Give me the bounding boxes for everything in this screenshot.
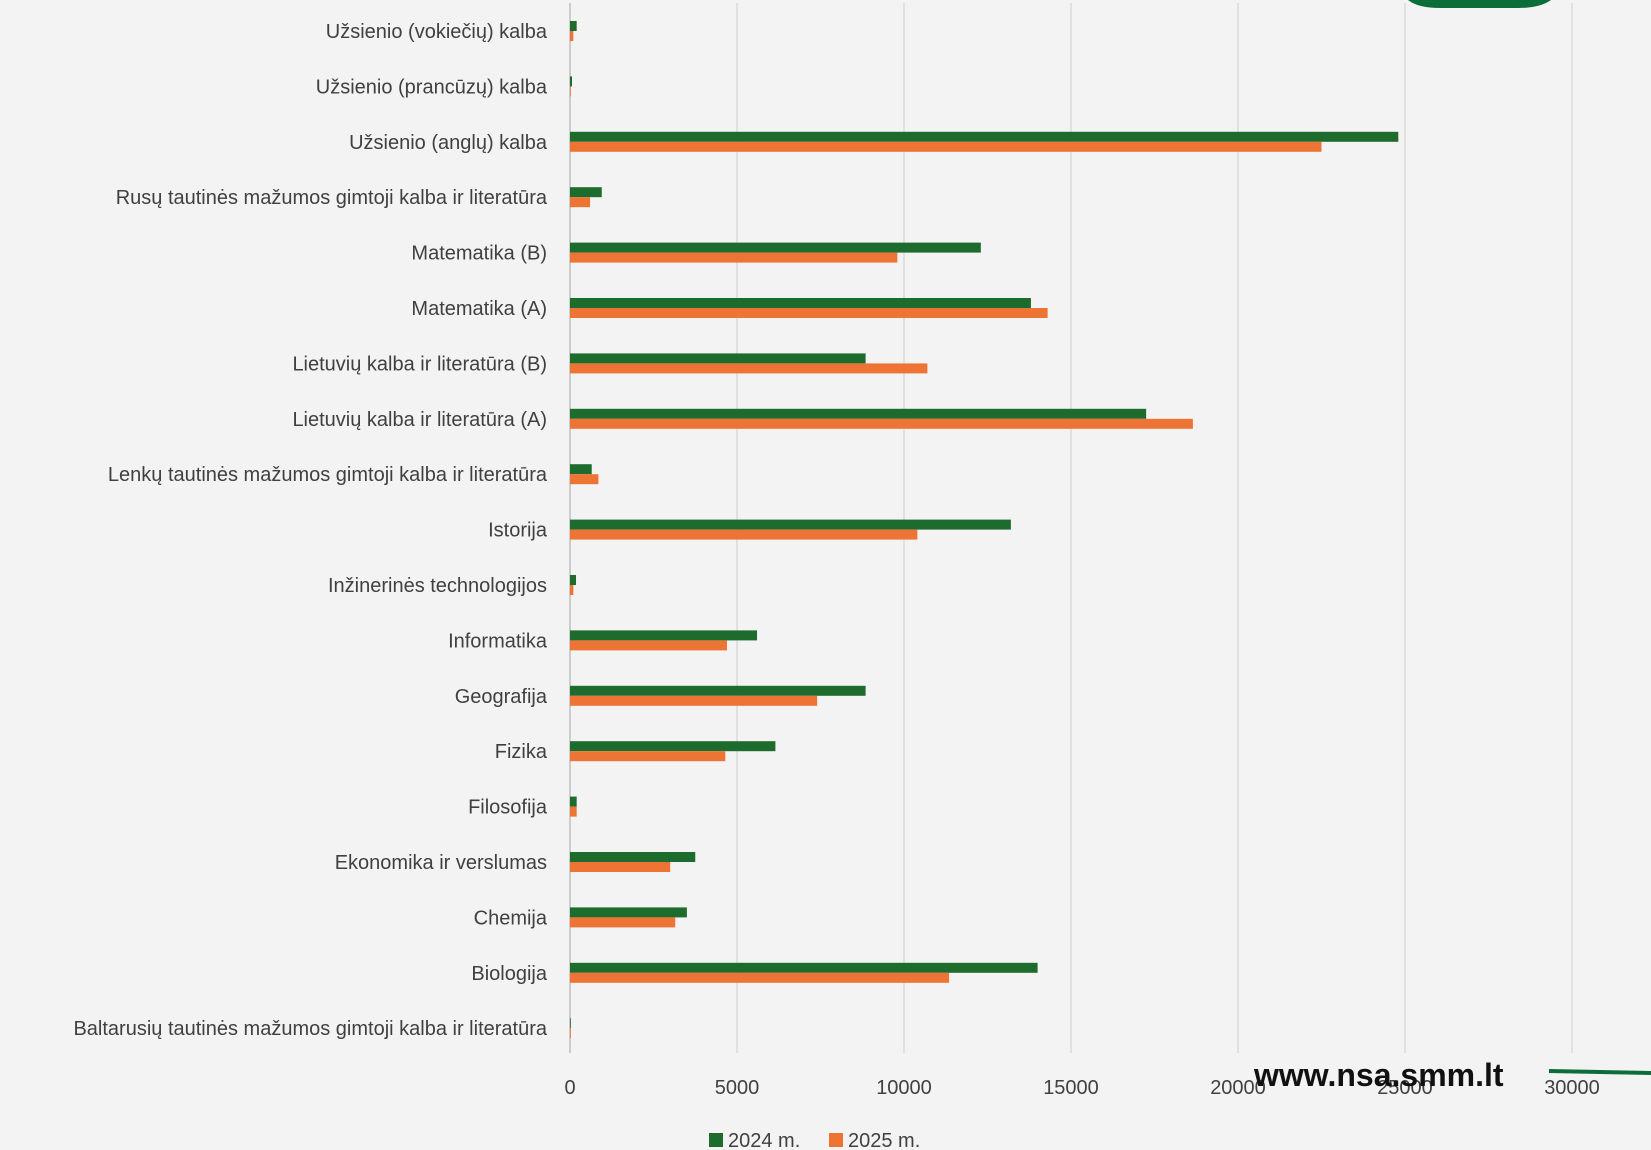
bar <box>570 76 573 87</box>
category-labels: Užsienio (vokiečių) kalba Užsienio (pranc… <box>73 21 547 1040</box>
bar <box>570 806 577 817</box>
bar <box>570 1018 571 1029</box>
bar <box>570 852 696 862</box>
category-label: Užsienio (anglų) kalba <box>349 132 548 154</box>
website-watermark: www.nsa.smm.lt <box>1253 1057 1504 1093</box>
bar <box>570 862 671 872</box>
category-label: Informatika <box>448 630 548 652</box>
bar <box>570 741 776 752</box>
bar <box>570 751 726 762</box>
legend-label: 2025 m. <box>848 1130 920 1150</box>
bars <box>570 21 1399 1039</box>
x-tick-label: 20000 <box>1210 1077 1266 1099</box>
bar <box>570 474 599 485</box>
category-label: Inžinerinės technologijos <box>328 575 547 597</box>
category-label: Lenkų tautinės mažumos gimtoji kalba ir … <box>108 464 548 486</box>
bar <box>570 695 818 706</box>
bar <box>570 418 1193 429</box>
bar <box>570 242 981 253</box>
bar <box>570 363 928 374</box>
category-label: Istorija <box>488 520 548 542</box>
legend-label: 2024 m. <box>728 1130 800 1150</box>
legend-swatch <box>709 1133 723 1147</box>
bar <box>570 519 1011 530</box>
bar <box>570 630 758 641</box>
legend-swatch <box>829 1133 843 1147</box>
category-label: Ekonomika ir verslumas <box>335 852 547 874</box>
bar <box>570 796 577 807</box>
category-label: Lietuvių kalba ir literatūra (A) <box>292 409 547 431</box>
bar <box>570 252 898 263</box>
brand-accent-line <box>1548 1069 1651 1075</box>
bar <box>570 187 602 198</box>
category-label: Matematika (A) <box>411 298 547 320</box>
bar <box>570 685 866 696</box>
bar <box>570 907 687 918</box>
category-label: Rusų tautinės mažumos gimtoji kalba ir l… <box>116 187 548 209</box>
bar <box>570 141 1322 152</box>
bar <box>570 464 592 475</box>
category-label: Biologija <box>471 963 547 985</box>
bar <box>570 408 1147 419</box>
category-label: Užsienio (prancūzų) kalba <box>316 76 548 98</box>
bar <box>570 962 1038 973</box>
x-tick-label: 0 <box>564 1077 575 1099</box>
bar <box>570 972 950 983</box>
bar <box>570 21 577 31</box>
x-tick-label: 15000 <box>1043 1077 1099 1099</box>
category-label: Geografija <box>455 686 548 708</box>
bar <box>570 31 574 41</box>
bar <box>570 585 574 595</box>
x-tick-label: 5000 <box>715 1077 760 1099</box>
bar <box>570 640 727 651</box>
bar <box>570 298 1031 308</box>
bar <box>570 575 577 585</box>
bar <box>570 86 571 97</box>
bar <box>570 353 866 364</box>
category-label: Chemija <box>474 907 548 929</box>
x-tick-label: 25000 <box>1377 1077 1433 1099</box>
bar <box>570 131 1399 142</box>
category-label: Lietuvių kalba ir literatūra (B) <box>292 353 547 375</box>
bar <box>570 308 1048 318</box>
x-tick-label: 10000 <box>876 1077 932 1099</box>
brand-pill-shape <box>1408 0 1551 8</box>
bar <box>570 917 676 928</box>
category-label: Baltarusių tautinės mažumos gimtoji kalb… <box>73 1018 547 1040</box>
category-label: Užsienio (vokiečių) kalba <box>326 21 548 43</box>
x-axis-ticks: 0 5000 10000 15000 20000 25000 30000 <box>564 1077 1599 1099</box>
category-label: Filosofija <box>468 797 548 819</box>
bar <box>570 529 918 540</box>
category-label: Fizika <box>495 741 548 763</box>
bar <box>570 197 591 208</box>
bar <box>570 1028 571 1039</box>
legend: 2024 m. 2025 m. <box>709 1130 920 1150</box>
x-tick-label: 30000 <box>1544 1077 1600 1099</box>
category-label: Matematika (B) <box>411 243 547 265</box>
